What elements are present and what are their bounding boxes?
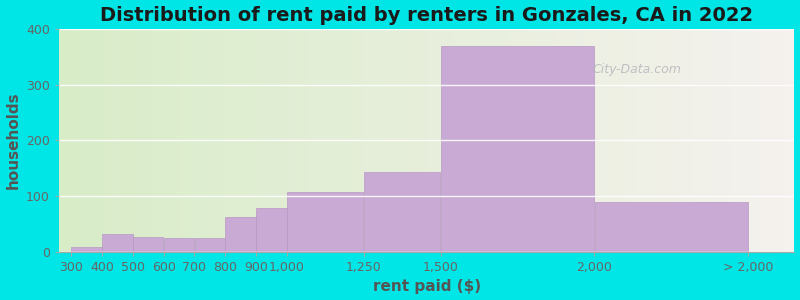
Bar xyxy=(638,29,647,252)
Bar xyxy=(442,46,594,252)
Bar xyxy=(776,29,786,252)
Bar xyxy=(473,29,482,252)
Bar xyxy=(602,29,610,252)
Bar xyxy=(694,29,702,252)
Bar xyxy=(362,29,371,252)
Bar xyxy=(68,29,78,252)
Bar xyxy=(59,29,68,252)
Bar xyxy=(226,217,256,252)
Bar xyxy=(418,29,426,252)
Bar xyxy=(326,29,335,252)
Bar xyxy=(454,29,463,252)
Bar xyxy=(408,29,418,252)
Bar xyxy=(595,202,747,252)
Bar xyxy=(546,29,555,252)
Bar xyxy=(298,29,307,252)
Bar xyxy=(133,29,142,252)
Bar xyxy=(445,29,454,252)
Bar xyxy=(123,29,133,252)
Bar xyxy=(749,29,758,252)
Bar xyxy=(436,29,445,252)
Bar xyxy=(105,29,114,252)
Bar xyxy=(194,238,225,252)
Bar xyxy=(206,29,215,252)
Bar xyxy=(583,29,592,252)
Bar xyxy=(500,29,510,252)
Bar xyxy=(491,29,500,252)
Bar xyxy=(243,29,252,252)
Bar xyxy=(390,29,399,252)
Bar xyxy=(758,29,767,252)
Bar xyxy=(215,29,225,252)
Bar xyxy=(592,29,602,252)
Bar xyxy=(96,29,105,252)
Bar xyxy=(335,29,344,252)
Bar xyxy=(317,29,326,252)
Bar xyxy=(164,238,194,252)
Bar xyxy=(188,29,197,252)
Bar xyxy=(675,29,684,252)
Bar xyxy=(78,29,86,252)
Bar xyxy=(307,29,317,252)
Bar xyxy=(86,29,96,252)
Y-axis label: households: households xyxy=(6,92,21,189)
Bar xyxy=(289,29,298,252)
Bar xyxy=(364,172,440,252)
Bar xyxy=(287,192,363,252)
Bar xyxy=(657,29,666,252)
Bar xyxy=(256,208,286,252)
Bar xyxy=(142,29,151,252)
Bar xyxy=(574,29,583,252)
Bar xyxy=(712,29,721,252)
Bar xyxy=(71,248,102,252)
Bar xyxy=(151,29,160,252)
Bar xyxy=(510,29,518,252)
Bar xyxy=(170,29,178,252)
Bar xyxy=(160,29,170,252)
Bar xyxy=(463,29,473,252)
Bar xyxy=(555,29,565,252)
Bar xyxy=(767,29,776,252)
Bar xyxy=(721,29,730,252)
Bar xyxy=(344,29,353,252)
Bar xyxy=(381,29,390,252)
Bar xyxy=(610,29,620,252)
Bar xyxy=(702,29,712,252)
Bar xyxy=(252,29,262,252)
Bar xyxy=(666,29,675,252)
Bar xyxy=(537,29,546,252)
Bar xyxy=(629,29,638,252)
Bar xyxy=(565,29,574,252)
Bar xyxy=(270,29,280,252)
Bar xyxy=(102,234,133,252)
Bar xyxy=(518,29,528,252)
Bar xyxy=(684,29,694,252)
Bar xyxy=(197,29,206,252)
Bar xyxy=(786,29,794,252)
Bar xyxy=(739,29,749,252)
Bar xyxy=(280,29,289,252)
Bar xyxy=(133,237,163,252)
Bar xyxy=(730,29,739,252)
Bar xyxy=(482,29,491,252)
Bar xyxy=(178,29,188,252)
Bar xyxy=(225,29,234,252)
Bar xyxy=(234,29,243,252)
Title: Distribution of rent paid by renters in Gonzales, CA in 2022: Distribution of rent paid by renters in … xyxy=(100,6,754,25)
Bar xyxy=(620,29,629,252)
X-axis label: rent paid ($): rent paid ($) xyxy=(373,279,481,294)
Bar xyxy=(371,29,381,252)
Bar xyxy=(114,29,123,252)
Bar xyxy=(426,29,436,252)
Bar xyxy=(262,29,270,252)
Bar xyxy=(528,29,537,252)
Bar xyxy=(353,29,362,252)
Bar xyxy=(399,29,408,252)
Text: City-Data.com: City-Data.com xyxy=(592,62,681,76)
Bar xyxy=(647,29,657,252)
